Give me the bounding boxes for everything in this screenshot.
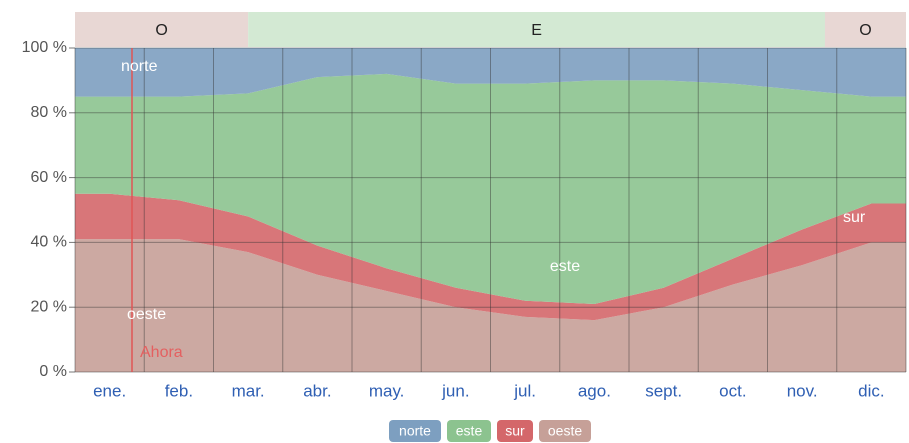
x-tick-label: dic. — [858, 381, 884, 400]
legend-label: este — [456, 423, 483, 439]
dominant-band — [248, 12, 825, 47]
x-tick-label: sept. — [645, 381, 682, 400]
y-tick-label: 0 % — [39, 363, 67, 380]
legend-label: sur — [505, 423, 525, 439]
area-label: sur — [843, 209, 866, 226]
legend-label: oeste — [548, 423, 582, 439]
dominant-band — [75, 12, 249, 47]
legend-swatch — [389, 420, 441, 442]
y-tick-label: 60 % — [31, 169, 67, 186]
legend-swatch — [447, 420, 491, 442]
area — [75, 73, 906, 304]
x-tick-label: jun. — [441, 381, 469, 400]
x-tick-label: feb. — [165, 381, 193, 400]
dominant-band-label: O — [155, 22, 167, 39]
y-tick-label: 40 % — [31, 234, 67, 251]
legend-swatch — [539, 420, 591, 442]
x-tick-label: may. — [369, 381, 405, 400]
area-label: oeste — [127, 306, 166, 323]
now-label: Ahora — [140, 344, 183, 361]
x-tick-label: abr. — [303, 381, 331, 400]
area-label: norte — [121, 58, 158, 75]
dominant-band-label: O — [859, 22, 871, 39]
legend-swatch — [497, 420, 533, 442]
y-tick-label: 20 % — [31, 298, 67, 315]
area — [75, 193, 906, 321]
x-tick-label: oct. — [719, 381, 746, 400]
y-tick-label: 100 % — [22, 39, 67, 56]
x-tick-label: ago. — [578, 381, 611, 400]
x-tick-label: nov. — [787, 381, 818, 400]
x-tick-label: ene. — [93, 381, 126, 400]
area — [75, 48, 906, 97]
dominant-band — [824, 12, 906, 47]
dominant-band-label: E — [531, 22, 542, 39]
y-tick-label: 80 % — [31, 104, 67, 121]
legend-label: norte — [399, 423, 431, 439]
x-tick-label: mar. — [232, 381, 265, 400]
area — [75, 239, 906, 372]
x-tick-label: jul. — [513, 381, 536, 400]
area-label: este — [550, 258, 580, 275]
